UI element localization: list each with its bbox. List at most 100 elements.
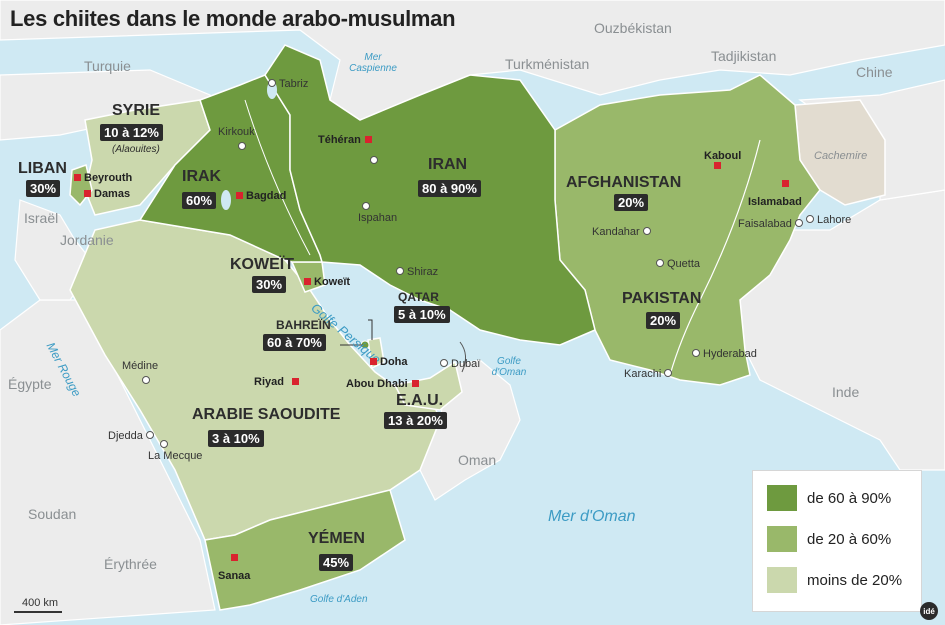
legend-swatch-high: [767, 485, 797, 511]
legend-swatch-low: [767, 567, 797, 593]
city-quetta: Quetta: [656, 258, 700, 270]
capital-islamabad-marker-icon: [782, 180, 789, 187]
land-north: [0, 0, 945, 121]
lake-tharthar: [221, 190, 231, 210]
label-soudan: Soudan: [28, 506, 77, 522]
capital-damas-label: Damas: [94, 188, 131, 200]
city-faisalabad-label: Faisalabad: [738, 218, 792, 230]
capital-sanaa-label: Sanaa: [218, 570, 251, 582]
pct-liban: 30%: [26, 180, 61, 197]
city-medine-dot-icon: [142, 376, 150, 384]
capital-sanaa-marker-icon: [231, 554, 238, 561]
country-afghanistan: AFGHANISTAN: [566, 174, 682, 191]
capital-marker-icon: [84, 190, 91, 197]
city-shiraz: Shiraz: [396, 266, 438, 278]
page-title: Les chiites dans le monde arabo-musulman: [10, 6, 456, 31]
city-dot-icon: [642, 227, 651, 235]
city-kirkouk-dot-icon: [238, 142, 246, 150]
country-koweit: KOWEÏT: [230, 256, 294, 273]
city-ispahan-dot-icon: [362, 202, 370, 210]
capital-teheran: Téhéran: [318, 130, 372, 148]
city-lahore-label: Lahore: [817, 214, 852, 226]
city-medine: Médine: [122, 360, 158, 372]
label-israel: Israël: [24, 210, 59, 226]
capital-marker-icon: [291, 378, 299, 385]
pct-pakistan: 20%: [646, 312, 681, 329]
capital-abou-dhabi-label: Abou Dhabi: [346, 378, 408, 390]
legend-item-mid: de 20 à 60%: [767, 524, 891, 554]
capital-riyad-label: Riyad: [254, 376, 284, 388]
country-qatar: QATAR: [398, 290, 439, 304]
label-golfe-oman: Golfe d'Oman: [486, 356, 532, 378]
qatar-leader: [368, 319, 373, 340]
country-syrie: SYRIE: [112, 102, 161, 119]
city-quetta-label: Quetta: [667, 258, 701, 270]
note-syrie: (Alaouites): [112, 144, 160, 155]
golfe-oman-text: Golfe d'Oman: [491, 356, 527, 378]
label-ouzbekistan: Ouzbékistan: [594, 20, 672, 36]
hormuz-bracket: [459, 341, 466, 373]
city-dot-icon: [145, 431, 154, 439]
mer-caspienne-text: Mer Caspienne: [349, 52, 397, 74]
river-indus: [669, 139, 761, 376]
city-dot-icon: [806, 215, 814, 223]
capital-koweit-label: Koweït: [314, 276, 351, 288]
city-kandahar: Kandahar: [592, 226, 651, 238]
country-yemen: YÉMEN: [308, 530, 365, 547]
river-tigre: [244, 99, 311, 256]
capital-bagdad-label: Bagdad: [246, 190, 287, 202]
pct-arabie: 3 à 10%: [208, 430, 264, 447]
pct-qatar: 5 à 10%: [394, 306, 450, 323]
capital-bagdad: Bagdad: [236, 186, 286, 204]
pct-koweit: 30%: [252, 276, 287, 293]
capital-abou-dhabi: Abou Dhabi: [346, 374, 419, 392]
capital-doha: Doha: [370, 352, 408, 370]
city-teheran-suburb-dot-icon: [370, 156, 378, 164]
label-jordanie: Jordanie: [60, 232, 114, 248]
city-lahore: Lahore: [806, 214, 851, 226]
city-tabriz: Tabriz: [268, 78, 308, 90]
label-mer-caspienne: Mer Caspienne: [346, 52, 400, 74]
capital-marker-icon: [304, 278, 311, 285]
country-iran: IRAN: [428, 156, 468, 173]
city-djedda: Djedda: [108, 430, 154, 442]
pct-afghanistan: 20%: [614, 194, 649, 211]
city-dubai-label: Dubaï: [451, 358, 481, 370]
city-dot-icon: [396, 267, 404, 275]
legend-item-high: de 60 à 90%: [767, 483, 891, 513]
label-egypte: Égypte: [8, 376, 52, 392]
label-mer-oman: Mer d'Oman: [548, 508, 636, 525]
city-faisalabad: Faisalabad: [738, 218, 803, 230]
city-hyderabad-label: Hyderabad: [703, 348, 757, 360]
city-dot-icon: [656, 259, 664, 267]
city-djedda-label: Djedda: [108, 430, 143, 442]
city-dot-icon: [692, 349, 700, 357]
label-inde: Inde: [832, 384, 860, 400]
legend-label-high: de 60 à 90%: [807, 489, 892, 507]
city-la-mecque: La Mecque: [148, 450, 202, 462]
city-kirkouk-label: Kirkouk: [218, 126, 255, 138]
country-bahrein: BAHREÏN: [276, 318, 331, 332]
scale-label: 400 km: [22, 597, 59, 609]
legend-label-low: moins de 20%: [807, 571, 903, 589]
city-kirkouk: Kirkouk: [218, 126, 255, 138]
capital-teheran-label: Téhéran: [318, 134, 361, 146]
pct-yemen: 45%: [319, 554, 354, 571]
legend: de 60 à 90% de 20 à 60% moins de 20%: [752, 470, 922, 612]
legend-item-low: moins de 20%: [767, 565, 902, 595]
capital-kaboul: Kaboul: [704, 146, 741, 164]
capital-kaboul-label: Kaboul: [704, 150, 742, 162]
capital-islamabad: Islamabad: [748, 192, 802, 210]
city-tabriz-label: Tabriz: [279, 78, 309, 90]
label-cachemire: Cachemire: [814, 150, 868, 162]
city-dot-icon: [794, 219, 803, 227]
label-turkmenistan: Turkménistan: [505, 56, 590, 72]
label-erythree: Érythrée: [104, 556, 157, 572]
city-dot-icon: [268, 79, 276, 87]
label-golfe-aden: Golfe d'Aden: [310, 594, 368, 605]
country-pakistan: PAKISTAN: [622, 290, 702, 307]
pct-syrie: 10 à 12%: [100, 124, 163, 141]
legend-label-mid: de 20 à 60%: [807, 530, 892, 548]
